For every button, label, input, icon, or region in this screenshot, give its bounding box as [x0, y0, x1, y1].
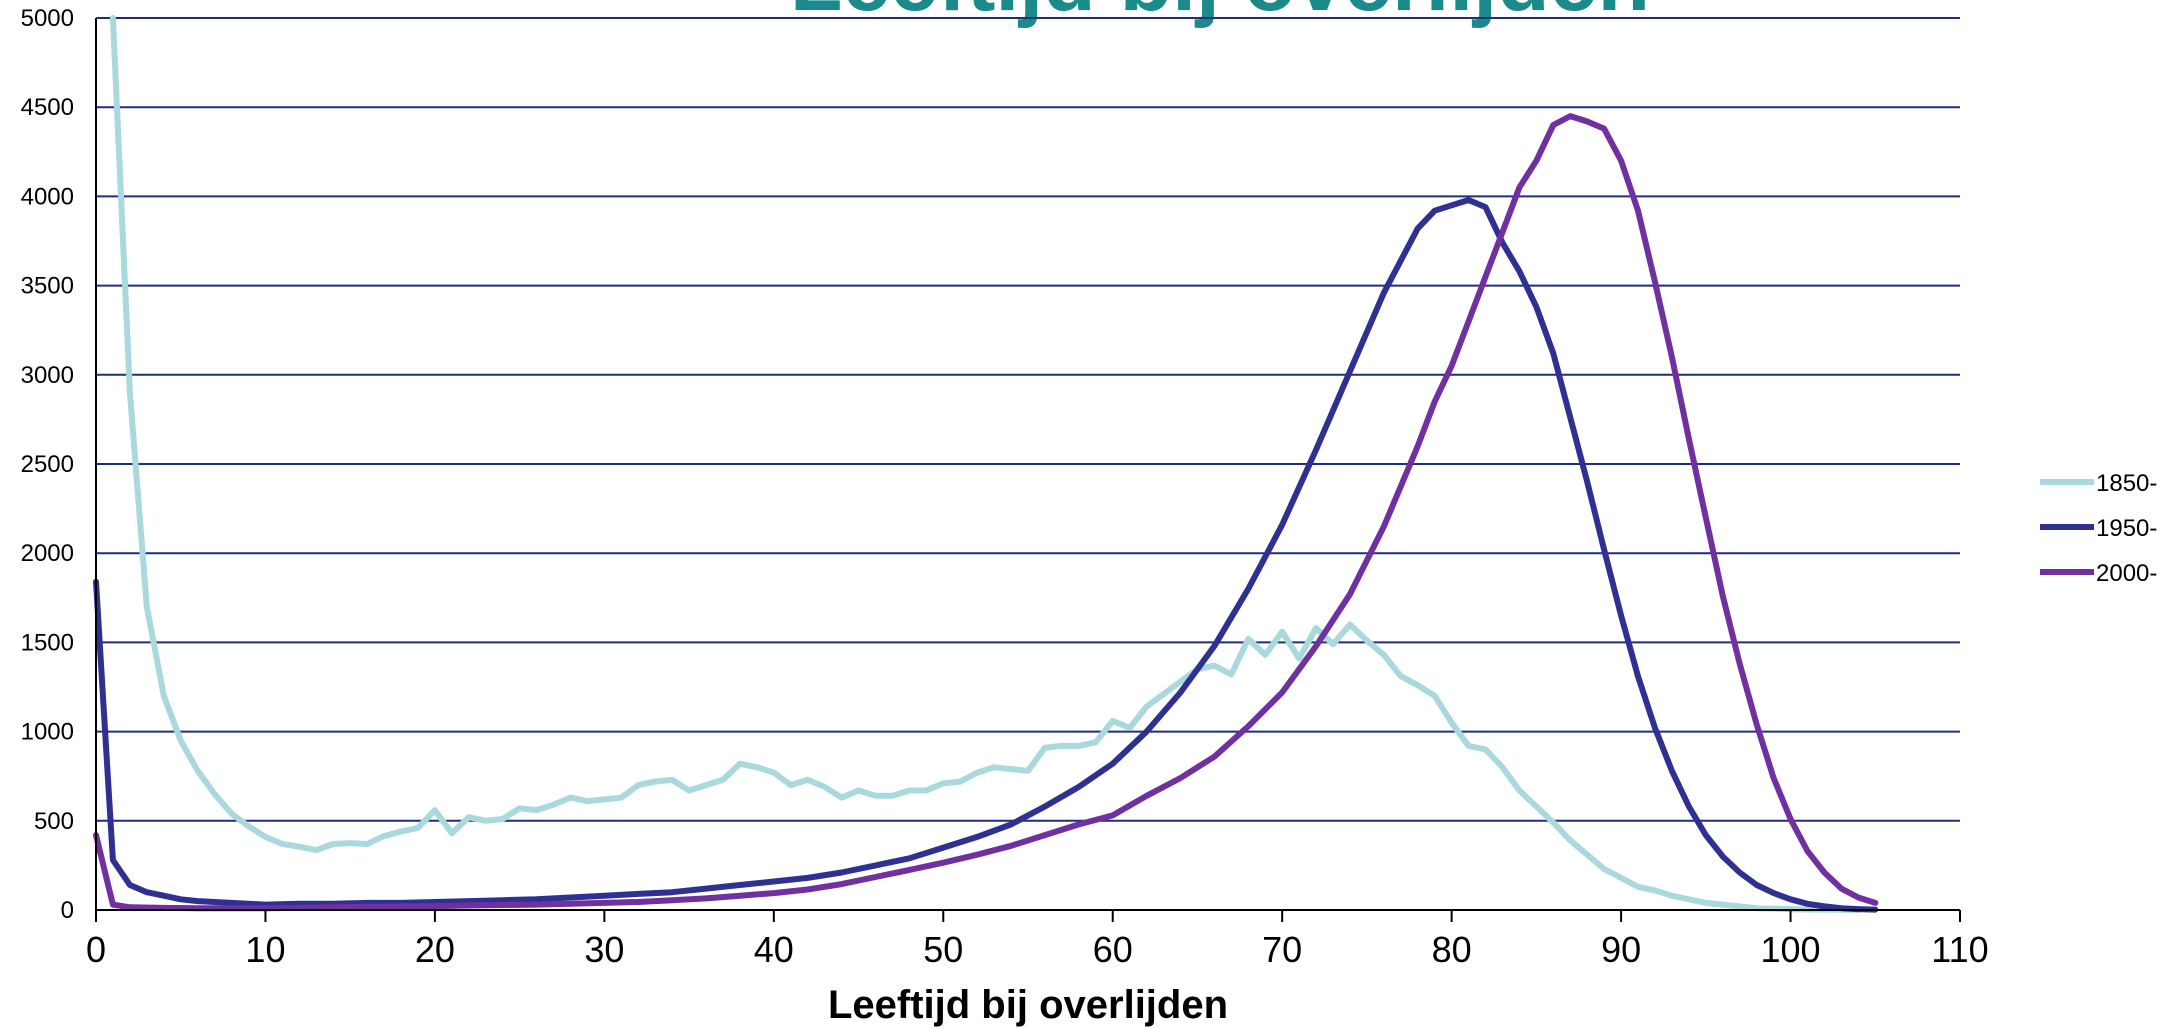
y-tick-label: 4500	[21, 94, 74, 121]
legend-label: 2000-	[2096, 560, 2157, 587]
y-tick-label: 3500	[21, 273, 74, 300]
series-lines	[93, 15, 1879, 913]
y-tick-label: 2500	[21, 451, 74, 478]
chart-title: Leeftijd bij overlijden	[790, 0, 1650, 29]
series-line-2000	[93, 113, 1879, 912]
legend-label: 1850-	[2096, 470, 2157, 497]
x-tick-label: 0	[86, 929, 106, 970]
x-tick-label: 10	[245, 929, 285, 970]
x-tick-label: 40	[754, 929, 794, 970]
legend-label: 1950-	[2096, 515, 2157, 542]
y-tick-labels: 0 500 1000 1500 2000 2500 3000 3500 4000 4500 5000	[21, 5, 74, 924]
x-tick-label: 90	[1601, 929, 1641, 970]
x-tick-label: 80	[1432, 929, 1472, 970]
y-tick-label: 500	[34, 808, 74, 835]
series-line-1850	[109, 15, 1862, 913]
y-tick-label: 4000	[21, 183, 74, 210]
y-tick-label: 5000	[21, 5, 74, 32]
x-tick-label: 60	[1093, 929, 1133, 970]
x-axis-label: Leeftijd bij overlijden	[828, 983, 1228, 1027]
x-tick-label: 100	[1761, 929, 1821, 970]
y-tick-label: 3000	[21, 362, 74, 389]
y-tick-label: 0	[61, 897, 74, 924]
y-tick-label: 2000	[21, 540, 74, 567]
x-tick-label: 20	[415, 929, 455, 970]
x-tick-label: 70	[1262, 929, 1302, 970]
x-tick-labels: 0 10 20 30 40 50 60 70 80 90 100 110	[86, 910, 1989, 970]
y-tick-label: 1500	[21, 629, 74, 656]
x-tick-label: 50	[923, 929, 963, 970]
y-tick-label: 1000	[21, 719, 74, 746]
legend: 1850- 1950- 2000-	[2040, 470, 2157, 587]
axes	[95, 18, 1960, 911]
series-line-1950	[93, 197, 1879, 913]
gridlines	[96, 17, 1960, 822]
x-tick-label: 110	[1931, 929, 1988, 970]
x-tick-label: 30	[584, 929, 624, 970]
